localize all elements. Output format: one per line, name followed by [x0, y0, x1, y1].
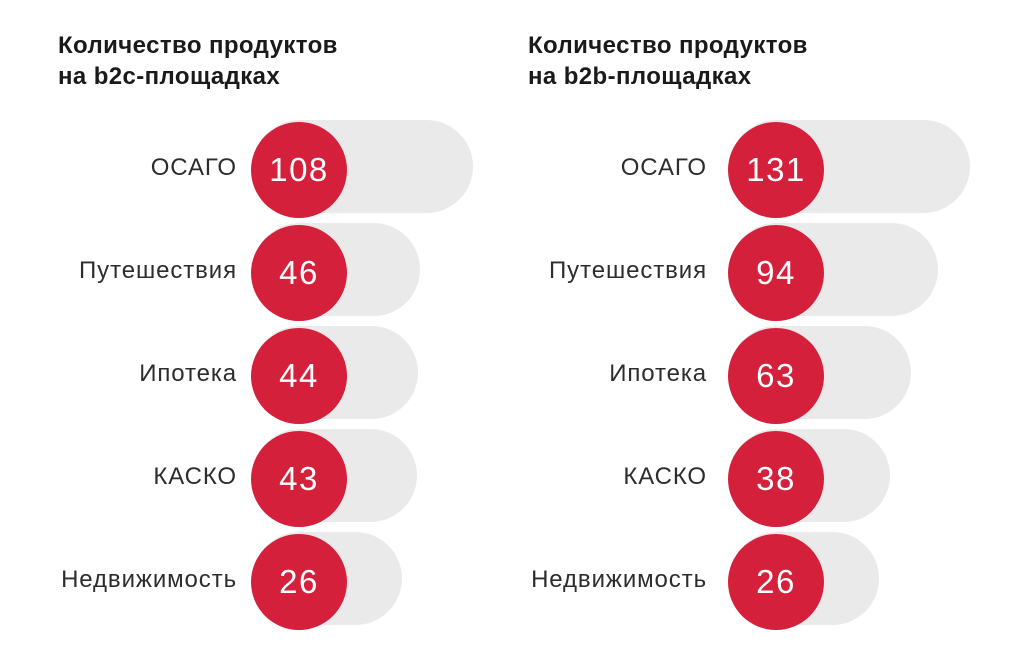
chart-b2c-rows: ОСАГО 108 Путешествия 46 Ипотека 44 КАСК…: [58, 116, 473, 631]
chart-b2b-title-line1: Количество продуктов: [528, 32, 808, 59]
category-label: Ипотека: [139, 359, 237, 387]
chart-b2b: Количество продуктов на b2b-площадках ОС…: [528, 30, 970, 631]
value-bubble: 26: [728, 534, 824, 630]
value-bubble: 38: [728, 431, 824, 527]
value-bubble: 108: [251, 122, 347, 218]
chart-b2b-rows: ОСАГО 131 Путешествия 94 Ипотека 63 КАСК…: [528, 116, 970, 631]
bar-track-wrap: 26: [251, 528, 402, 631]
value-label: 46: [279, 254, 319, 291]
bar-track-wrap: 43: [251, 425, 417, 528]
value-label: 26: [756, 563, 796, 600]
value-label: 26: [279, 563, 319, 600]
value-label: 44: [279, 357, 319, 394]
value-bubble: 94: [728, 225, 824, 321]
value-bubble: 43: [251, 431, 347, 527]
bar-row: Ипотека 63: [528, 322, 911, 425]
bar-track-wrap: 44: [251, 322, 418, 425]
category-label: Ипотека: [609, 359, 707, 387]
value-bubble: 26: [251, 534, 347, 630]
category-label: ОСАГО: [150, 153, 237, 181]
chart-b2b-title: Количество продуктов на b2b-площадках: [528, 30, 808, 92]
value-label: 38: [756, 460, 796, 497]
bar-row: Путешествия 46: [58, 219, 420, 322]
bar-track-wrap: 131: [728, 116, 970, 219]
bar-track-wrap: 108: [251, 116, 473, 219]
category-label: Путешествия: [79, 256, 237, 284]
chart-b2c-title-line2: на b2c-площадках: [58, 63, 281, 90]
bar-row: КАСКО 38: [528, 425, 890, 528]
bar-track-wrap: 26: [728, 528, 879, 631]
value-bubble: 46: [251, 225, 347, 321]
bar-track-wrap: 63: [728, 322, 911, 425]
value-label: 43: [279, 460, 319, 497]
category-label: КАСКО: [623, 462, 707, 490]
bar-row: Недвижимость 26: [528, 528, 879, 631]
bar-row: ОСАГО 131: [528, 116, 970, 219]
category-label: Недвижимость: [61, 565, 237, 593]
value-bubble: 63: [728, 328, 824, 424]
category-label: ОСАГО: [620, 153, 707, 181]
category-label: Путешествия: [549, 256, 707, 284]
chart-b2c-title-line1: Количество продуктов: [58, 32, 338, 59]
bar-track-wrap: 46: [251, 219, 420, 322]
chart-b2c-title: Количество продуктов на b2c-площадках: [58, 30, 338, 92]
value-bubble: 131: [728, 122, 824, 218]
chart-b2b-title-line2: на b2b-площадках: [528, 63, 752, 90]
bar-row: Недвижимость 26: [58, 528, 402, 631]
category-label: КАСКО: [153, 462, 237, 490]
bar-track-wrap: 38: [728, 425, 890, 528]
value-label: 108: [269, 151, 329, 188]
value-label: 94: [756, 254, 796, 291]
category-label: Недвижимость: [531, 565, 707, 593]
chart-b2c: Количество продуктов на b2c-площадках ОС…: [58, 30, 473, 631]
bar-row: Ипотека 44: [58, 322, 418, 425]
value-bubble: 44: [251, 328, 347, 424]
value-label: 131: [746, 151, 806, 188]
value-label: 63: [756, 357, 796, 394]
bar-row: ОСАГО 108: [58, 116, 473, 219]
bar-row: КАСКО 43: [58, 425, 417, 528]
bar-track-wrap: 94: [728, 219, 938, 322]
bar-row: Путешествия 94: [528, 219, 938, 322]
